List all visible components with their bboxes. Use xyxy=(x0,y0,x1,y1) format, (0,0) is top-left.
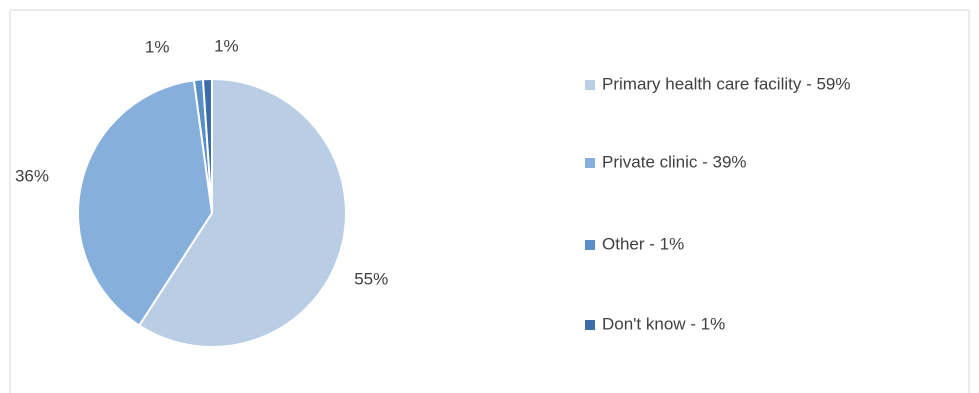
legend-label: Other - 1% xyxy=(602,234,684,253)
legend-label: Don't know - 1% xyxy=(602,314,725,333)
data-label: 1% xyxy=(214,37,239,56)
pie-slice xyxy=(201,77,213,214)
data-label: 1% xyxy=(145,37,170,56)
chart-frame xyxy=(9,9,970,393)
legend-swatch xyxy=(585,240,595,250)
legend-label: Private clinic - 39% xyxy=(602,152,747,171)
data-label: 55% xyxy=(354,269,388,288)
legend-swatch xyxy=(585,158,595,168)
pie-slice xyxy=(137,77,347,348)
data-label: 36% xyxy=(15,166,49,185)
legend-swatch xyxy=(585,80,595,90)
pie-slice xyxy=(77,79,214,327)
legend-swatch xyxy=(585,320,595,330)
legend-label: Primary health care facility - 59% xyxy=(602,74,850,93)
